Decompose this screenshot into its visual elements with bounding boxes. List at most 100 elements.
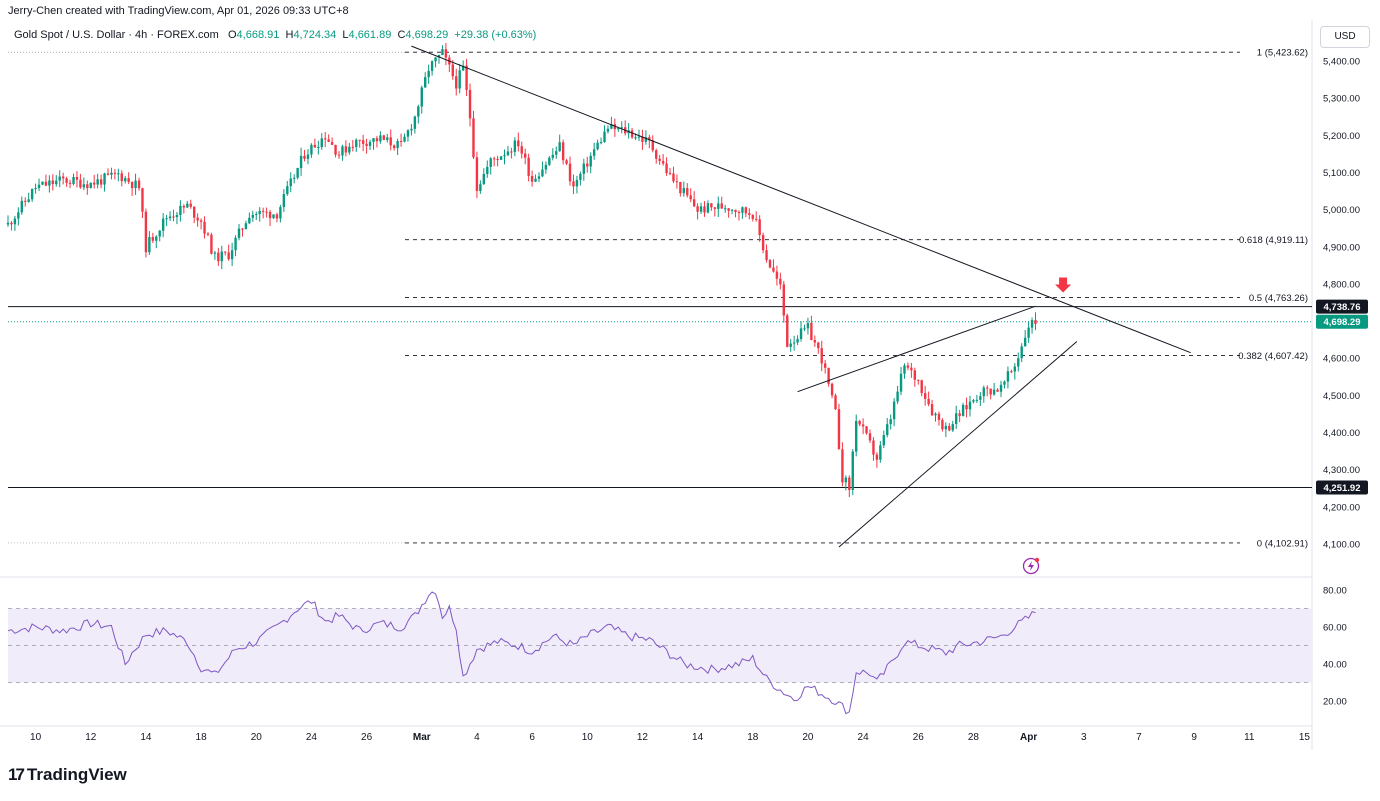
candle-body [244, 223, 248, 229]
candle-body [341, 146, 344, 156]
candle-body [48, 180, 51, 186]
candle-body [234, 237, 237, 251]
candle-body [927, 398, 930, 405]
candle-body [324, 138, 327, 140]
candle-body [827, 367, 830, 384]
candle-body [999, 384, 1003, 392]
candle-body [930, 404, 934, 416]
candle-body [513, 140, 517, 152]
candle-body [699, 206, 703, 212]
candle-body [144, 211, 148, 253]
time-tick-label: Apr [1020, 732, 1037, 743]
candle-body [320, 138, 323, 148]
candle-body [823, 363, 827, 368]
candle-body [675, 181, 679, 183]
candle-body [765, 250, 768, 261]
candle-body [892, 401, 896, 420]
time-tick-label: 15 [1299, 732, 1311, 743]
candle-body [99, 179, 103, 185]
candle-body [158, 230, 161, 237]
candle-body [489, 158, 492, 167]
candle-body [717, 203, 720, 209]
candle-body [530, 176, 534, 182]
candle-body [1023, 337, 1027, 347]
candle-body [761, 235, 765, 251]
candle-body [1030, 320, 1034, 328]
candle-body [241, 228, 244, 230]
candle-body [93, 182, 96, 185]
candle-body [920, 380, 923, 394]
candle-body [82, 184, 86, 188]
price-tick-label: 4,300.00 [1323, 465, 1360, 476]
close-label: C [397, 29, 406, 41]
candle-body [913, 370, 917, 380]
candle-body [982, 387, 985, 397]
candle-body [1034, 320, 1037, 324]
candle-body [910, 367, 913, 371]
candle-body [89, 182, 92, 188]
candle-body [903, 365, 906, 374]
candle-body [479, 184, 482, 192]
candle-body [113, 172, 117, 174]
candle-body [151, 237, 155, 241]
candle-body [13, 218, 17, 225]
candle-body [10, 222, 13, 225]
candle-body [492, 158, 496, 160]
rising-channel-lower [838, 341, 1078, 548]
candle-body [796, 338, 799, 343]
last-price-tag [1316, 314, 1368, 329]
candle-body [572, 181, 575, 187]
candle-body [375, 138, 379, 142]
candle-body [996, 389, 999, 392]
candle-body [727, 208, 730, 211]
candle-body [896, 391, 899, 402]
candle-body [255, 214, 258, 216]
candle-body [392, 145, 396, 149]
candle-body [444, 49, 448, 58]
time-tick-label: 24 [306, 732, 318, 743]
candle-body [775, 271, 779, 279]
currency-button[interactable]: USD [1320, 26, 1370, 48]
candle-body [406, 130, 410, 137]
candle-body [227, 252, 230, 260]
candle-body [861, 424, 865, 427]
chart-attribution: Jerry-Chen created with TradingView.com,… [8, 5, 349, 17]
candle-body [972, 400, 975, 402]
price-tick-label: 4,500.00 [1323, 391, 1360, 402]
candle-body [203, 221, 206, 234]
candle-body [734, 209, 737, 213]
candle-body [175, 215, 179, 217]
candle-body [634, 137, 637, 139]
candle-body [730, 209, 734, 211]
candle-body [555, 151, 558, 155]
tradingview-brand[interactable]: 17 TradingView [8, 765, 127, 785]
candle-body [589, 155, 592, 167]
candle-body [120, 173, 123, 182]
candle-body [620, 127, 623, 129]
level-price-tag [1316, 480, 1368, 495]
candle-body [24, 200, 27, 202]
time-tick-label: 4 [474, 732, 480, 743]
candle-body [1010, 371, 1013, 373]
candle-body [810, 323, 813, 341]
candle-body [748, 213, 751, 215]
candle-body [737, 212, 741, 214]
candle-body [330, 141, 334, 145]
level-price-tag [1316, 299, 1368, 314]
time-tick-label: 20 [802, 732, 814, 743]
candle-body [789, 343, 792, 347]
time-tick-label: 26 [913, 732, 925, 743]
candle-body [1017, 358, 1020, 367]
candle-body [899, 373, 903, 392]
candle-body [186, 203, 189, 208]
candle-body [313, 144, 317, 148]
candle-body [137, 180, 141, 189]
candle-body [710, 203, 713, 208]
price-tick-label: 5,400.00 [1323, 57, 1360, 68]
candle-body [379, 135, 382, 142]
candle-body [17, 212, 20, 219]
candle-body [465, 65, 468, 90]
high-value: 4,724.34 [293, 29, 337, 41]
time-tick-label: 3 [1081, 732, 1087, 743]
